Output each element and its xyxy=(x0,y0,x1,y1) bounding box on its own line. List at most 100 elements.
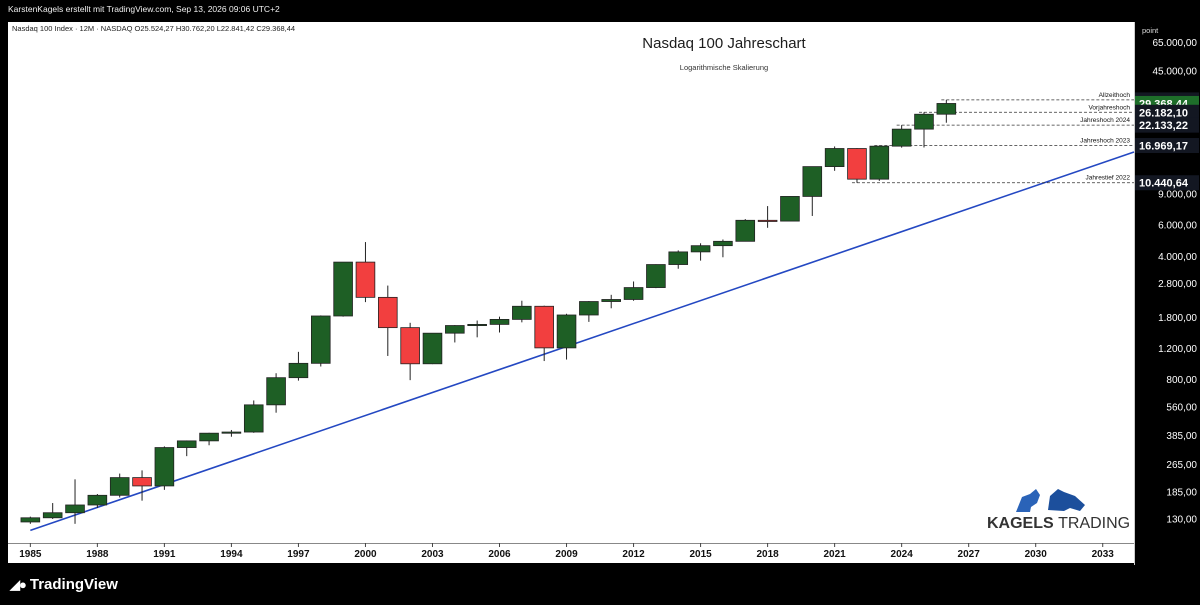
x-tick-label: 2021 xyxy=(824,549,847,560)
x-tick-label: 2030 xyxy=(1025,549,1048,560)
price-label-box xyxy=(1135,175,1199,191)
price-label: 22.133,22 xyxy=(1139,120,1188,132)
y-tick-label: 560,00 xyxy=(1166,403,1197,414)
candlestick-chart[interactable]: Nasdaq 100 Index · 12M · NASDAQ O25.524,… xyxy=(0,0,1200,565)
candle-body[interactable] xyxy=(355,261,376,298)
x-tick-label: 2027 xyxy=(958,549,981,560)
x-tick-label: 1994 xyxy=(220,549,243,560)
candle-body[interactable] xyxy=(65,504,85,514)
candle-body[interactable] xyxy=(109,477,130,496)
candle-body[interactable] xyxy=(333,261,353,317)
candle-body[interactable] xyxy=(489,318,510,325)
price-label: 10.440,64 xyxy=(1139,178,1189,190)
level-annotation: Allzeithoch xyxy=(1099,92,1131,99)
kagels-trading-logo: KAGELS TRADING xyxy=(987,489,1130,532)
x-tick-label: 2009 xyxy=(555,549,578,560)
x-tick-label: 1991 xyxy=(153,549,176,560)
candle-body[interactable] xyxy=(445,325,465,334)
candle-body[interactable] xyxy=(20,517,41,523)
level-annotation: Vorjahreshoch xyxy=(1088,104,1130,111)
x-tick-label: 1988 xyxy=(86,549,109,560)
candle-body[interactable] xyxy=(266,377,286,406)
x-tick-label: 2012 xyxy=(622,549,645,560)
y-tick-label: 1.200,00 xyxy=(1158,344,1197,355)
candle-body[interactable] xyxy=(623,287,644,300)
candle-body[interactable] xyxy=(668,251,689,265)
price-label-box xyxy=(1135,117,1199,133)
candle-body[interactable] xyxy=(288,362,309,379)
y-tick-label: 4.000,00 xyxy=(1158,252,1197,263)
price-label: 26.182,10 xyxy=(1139,107,1188,119)
price-label: 16.969,17 xyxy=(1139,141,1188,153)
y-tick-label: 65.000,00 xyxy=(1153,38,1198,49)
candle-body[interactable] xyxy=(467,324,487,327)
x-tick-label: 2015 xyxy=(689,549,712,560)
x-tick-label: 2000 xyxy=(354,549,377,560)
level-annotation: Jahrestief 2022 xyxy=(1086,175,1131,182)
candle-body[interactable] xyxy=(847,148,867,180)
x-tick-label: 2033 xyxy=(1092,549,1115,560)
candle-body[interactable] xyxy=(757,219,778,222)
candle-body[interactable] xyxy=(310,315,331,364)
candle-body[interactable] xyxy=(646,264,666,288)
candle-body[interactable] xyxy=(713,240,733,247)
candle-body[interactable] xyxy=(690,245,711,253)
x-tick-label: 1997 xyxy=(287,549,310,560)
footer-bar xyxy=(0,565,1200,605)
symbol-ohlc-line: Nasdaq 100 Index · 12M · NASDAQ O25.524,… xyxy=(12,24,295,33)
y-tick-label: 1.800,00 xyxy=(1158,313,1197,324)
candle-body[interactable] xyxy=(400,327,420,365)
price-label-box xyxy=(1135,138,1199,154)
level-annotation: Jahreshoch 2024 xyxy=(1080,117,1130,124)
tradingview-mark-icon: ◢● xyxy=(10,577,27,592)
y-tick-label: 800,00 xyxy=(1166,375,1197,386)
candle-body[interactable] xyxy=(87,494,108,506)
y-tick-label: 385,00 xyxy=(1166,431,1197,442)
candle-body[interactable] xyxy=(579,301,599,316)
support-trendline[interactable] xyxy=(30,151,1135,532)
candle-body[interactable] xyxy=(556,314,577,349)
candle-body[interactable] xyxy=(601,299,621,302)
x-tick-label: 2024 xyxy=(891,549,914,560)
y-tick-label: 2.800,00 xyxy=(1158,279,1197,290)
candle-body[interactable] xyxy=(824,148,845,168)
candle-body[interactable] xyxy=(802,166,823,197)
candle-body[interactable] xyxy=(378,296,398,329)
bear-icon xyxy=(1016,489,1040,512)
y-tick-label: 265,00 xyxy=(1166,460,1197,471)
level-annotation: Jahreshoch 2023 xyxy=(1080,138,1130,145)
candle-body[interactable] xyxy=(780,196,800,222)
candle-body[interactable] xyxy=(199,432,219,442)
attribution-text: KarstenKagels erstellt mit TradingView.c… xyxy=(8,4,280,14)
candle-body[interactable] xyxy=(936,103,957,115)
candle-body[interactable] xyxy=(42,512,63,519)
x-tick-label: 1985 xyxy=(19,549,42,560)
y-tick-label: 6.000,00 xyxy=(1158,221,1197,232)
candle-body[interactable] xyxy=(221,431,242,434)
candle-body[interactable] xyxy=(869,145,890,180)
candle-body[interactable] xyxy=(914,113,934,130)
candle-body[interactable] xyxy=(243,404,264,433)
price-label-box xyxy=(1135,104,1199,120)
candle-body[interactable] xyxy=(154,447,175,487)
candle-body[interactable] xyxy=(422,332,443,365)
candle-body[interactable] xyxy=(891,128,912,147)
chart-subtitle: Logarithmische Skalierung xyxy=(680,63,768,72)
candle-body[interactable] xyxy=(176,440,197,448)
bull-icon xyxy=(1048,489,1085,511)
chart-title: Nasdaq 100 Jahreschart xyxy=(642,35,806,52)
candle-body[interactable] xyxy=(132,477,152,487)
y-tick-label: 130,00 xyxy=(1166,514,1197,525)
x-tick-label: 2003 xyxy=(421,549,444,560)
tradingview-logo[interactable]: ◢● TradingView xyxy=(10,576,118,593)
x-tick-label: 2006 xyxy=(488,549,511,560)
candle-body[interactable] xyxy=(735,219,756,242)
price-axis-unit: point xyxy=(1142,26,1159,35)
y-tick-label: 45.000,00 xyxy=(1153,66,1198,77)
y-tick-label: 9.000,00 xyxy=(1158,190,1197,201)
candle-body[interactable] xyxy=(512,305,532,320)
candle-body[interactable] xyxy=(534,305,554,349)
tradingview-brand: TradingView xyxy=(29,576,118,593)
x-tick-label: 2018 xyxy=(756,549,779,560)
